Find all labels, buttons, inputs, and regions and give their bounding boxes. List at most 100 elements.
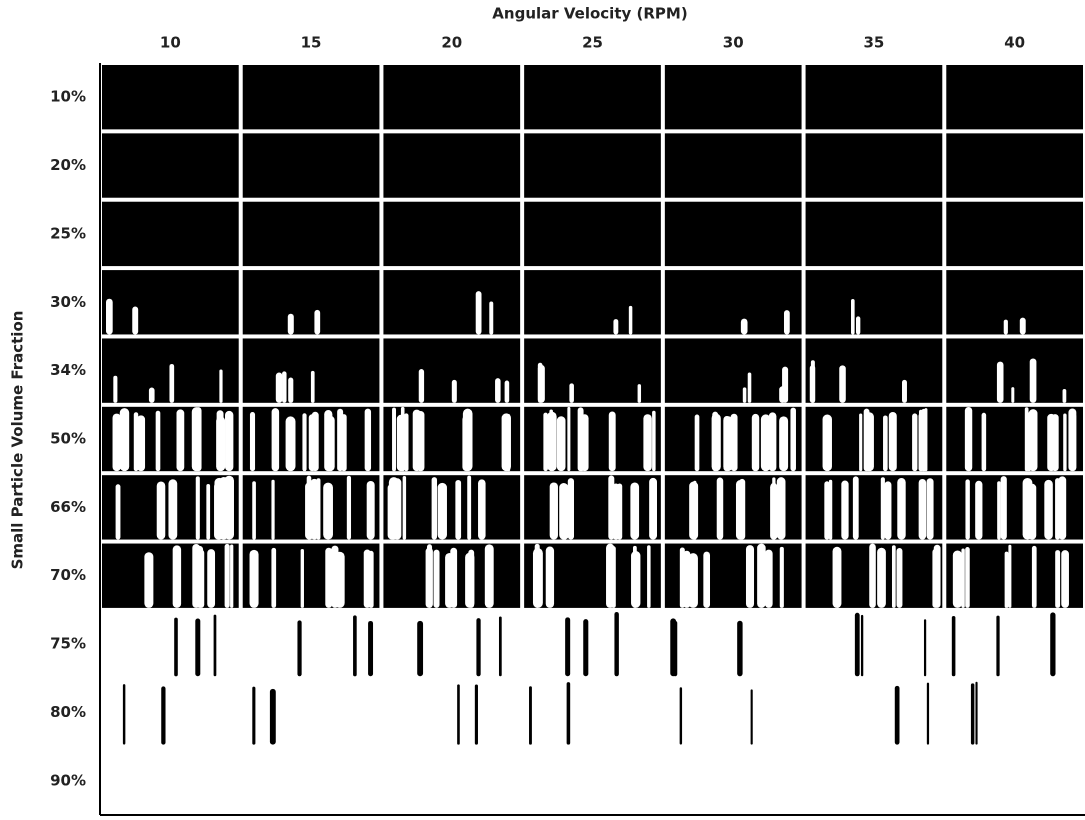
pattern-stripe (638, 384, 641, 403)
pattern-stripe (326, 416, 335, 471)
pattern-stripe (311, 371, 315, 403)
pattern-stripe (457, 684, 460, 744)
pattern-stripe (1011, 387, 1014, 403)
pattern-stripe (869, 544, 876, 608)
pattern-stripe (975, 682, 977, 745)
panel (383, 338, 520, 402)
row-label: 80% (50, 703, 86, 721)
pattern-stripe (569, 383, 574, 402)
pattern-stripe (839, 365, 846, 402)
panel-background (102, 270, 239, 334)
panel (665, 680, 802, 744)
pattern-stripe (784, 310, 790, 334)
pattern-stripe (883, 415, 888, 471)
pattern-stripe (353, 615, 357, 676)
column-label: 10 (160, 34, 181, 52)
panel (665, 475, 802, 539)
panel (383, 407, 520, 471)
pattern-stripe (132, 307, 138, 335)
pattern-stripe (364, 550, 371, 608)
panel (102, 65, 239, 129)
pattern-stripe (156, 411, 161, 471)
pattern-stripe (271, 480, 274, 540)
panel-background (524, 680, 661, 744)
panel (243, 612, 380, 676)
pattern-stripe (741, 319, 748, 335)
pattern-stripe (507, 414, 510, 471)
panel (102, 202, 239, 266)
pattern-stripe (680, 687, 682, 744)
panel-background (383, 680, 520, 744)
panel (946, 407, 1083, 471)
panel (806, 202, 943, 266)
panel-background (946, 680, 1083, 744)
pattern-stripe (106, 299, 113, 335)
pattern-stripe (1058, 476, 1066, 539)
pattern-stripe (1032, 546, 1037, 608)
pattern-stripe (168, 479, 177, 539)
pattern-stripe (761, 414, 771, 471)
pattern-stripe (953, 550, 962, 607)
pattern-stripe (225, 411, 233, 471)
pattern-stripe (505, 381, 510, 403)
column-label: 20 (441, 34, 462, 52)
panel (946, 270, 1083, 334)
panel (524, 133, 661, 197)
pattern-stripe (617, 484, 622, 540)
pattern-stripe (997, 481, 1001, 539)
pattern-stripe (631, 551, 640, 608)
panel (806, 749, 943, 813)
pattern-stripe (214, 615, 217, 677)
pattern-stripe (1004, 320, 1008, 335)
pattern-stripe (250, 412, 255, 471)
panel-background (806, 202, 943, 266)
pattern-stripe (1020, 318, 1026, 335)
pattern-stripe (782, 367, 788, 403)
row-label: 10% (50, 88, 86, 106)
pattern-stripe (1047, 414, 1055, 471)
panel-background (806, 65, 943, 129)
pattern-stripe (533, 548, 543, 608)
figure: Angular Velocity (RPM) Small Particle Vo… (0, 0, 1085, 816)
pattern-stripe (770, 483, 777, 539)
panel (806, 338, 943, 402)
panel-background (665, 680, 802, 744)
pattern-stripe (252, 687, 255, 745)
pattern-stripe (757, 544, 766, 608)
panel (243, 202, 380, 266)
pattern-stripe (881, 477, 885, 539)
panel-background (806, 612, 943, 676)
row-label: 66% (50, 498, 86, 516)
panel-background (524, 612, 661, 676)
pattern-stripe (824, 481, 829, 539)
pattern-stripe (934, 545, 941, 608)
panel-background (524, 202, 661, 266)
panel (243, 133, 380, 197)
pattern-stripe (765, 550, 773, 608)
pattern-stripe (120, 408, 129, 471)
pattern-stripe (1063, 413, 1066, 471)
panel (665, 749, 802, 813)
pattern-stripe (780, 547, 784, 608)
pattern-stripe (546, 547, 554, 608)
panel-background (243, 270, 380, 334)
panel-background (383, 749, 520, 813)
panel (524, 612, 661, 676)
pattern-stripe (557, 416, 566, 471)
panel-background (243, 65, 380, 129)
pattern-stripe (1008, 545, 1011, 608)
pattern-stripe (892, 545, 896, 608)
panel (243, 749, 380, 813)
pattern-stripe (922, 409, 926, 471)
panel (806, 475, 943, 539)
pattern-stripe (476, 618, 480, 676)
pattern-stripe (614, 612, 618, 676)
pattern-stripe (404, 413, 408, 471)
panel (524, 65, 661, 129)
x-axis-title: Angular Velocity (RPM) (492, 5, 687, 23)
pattern-stripe (368, 621, 373, 676)
pattern-stripe (192, 544, 200, 608)
pattern-stripe (418, 416, 424, 471)
pattern-stripe (401, 407, 405, 471)
pattern-stripe (286, 416, 296, 471)
